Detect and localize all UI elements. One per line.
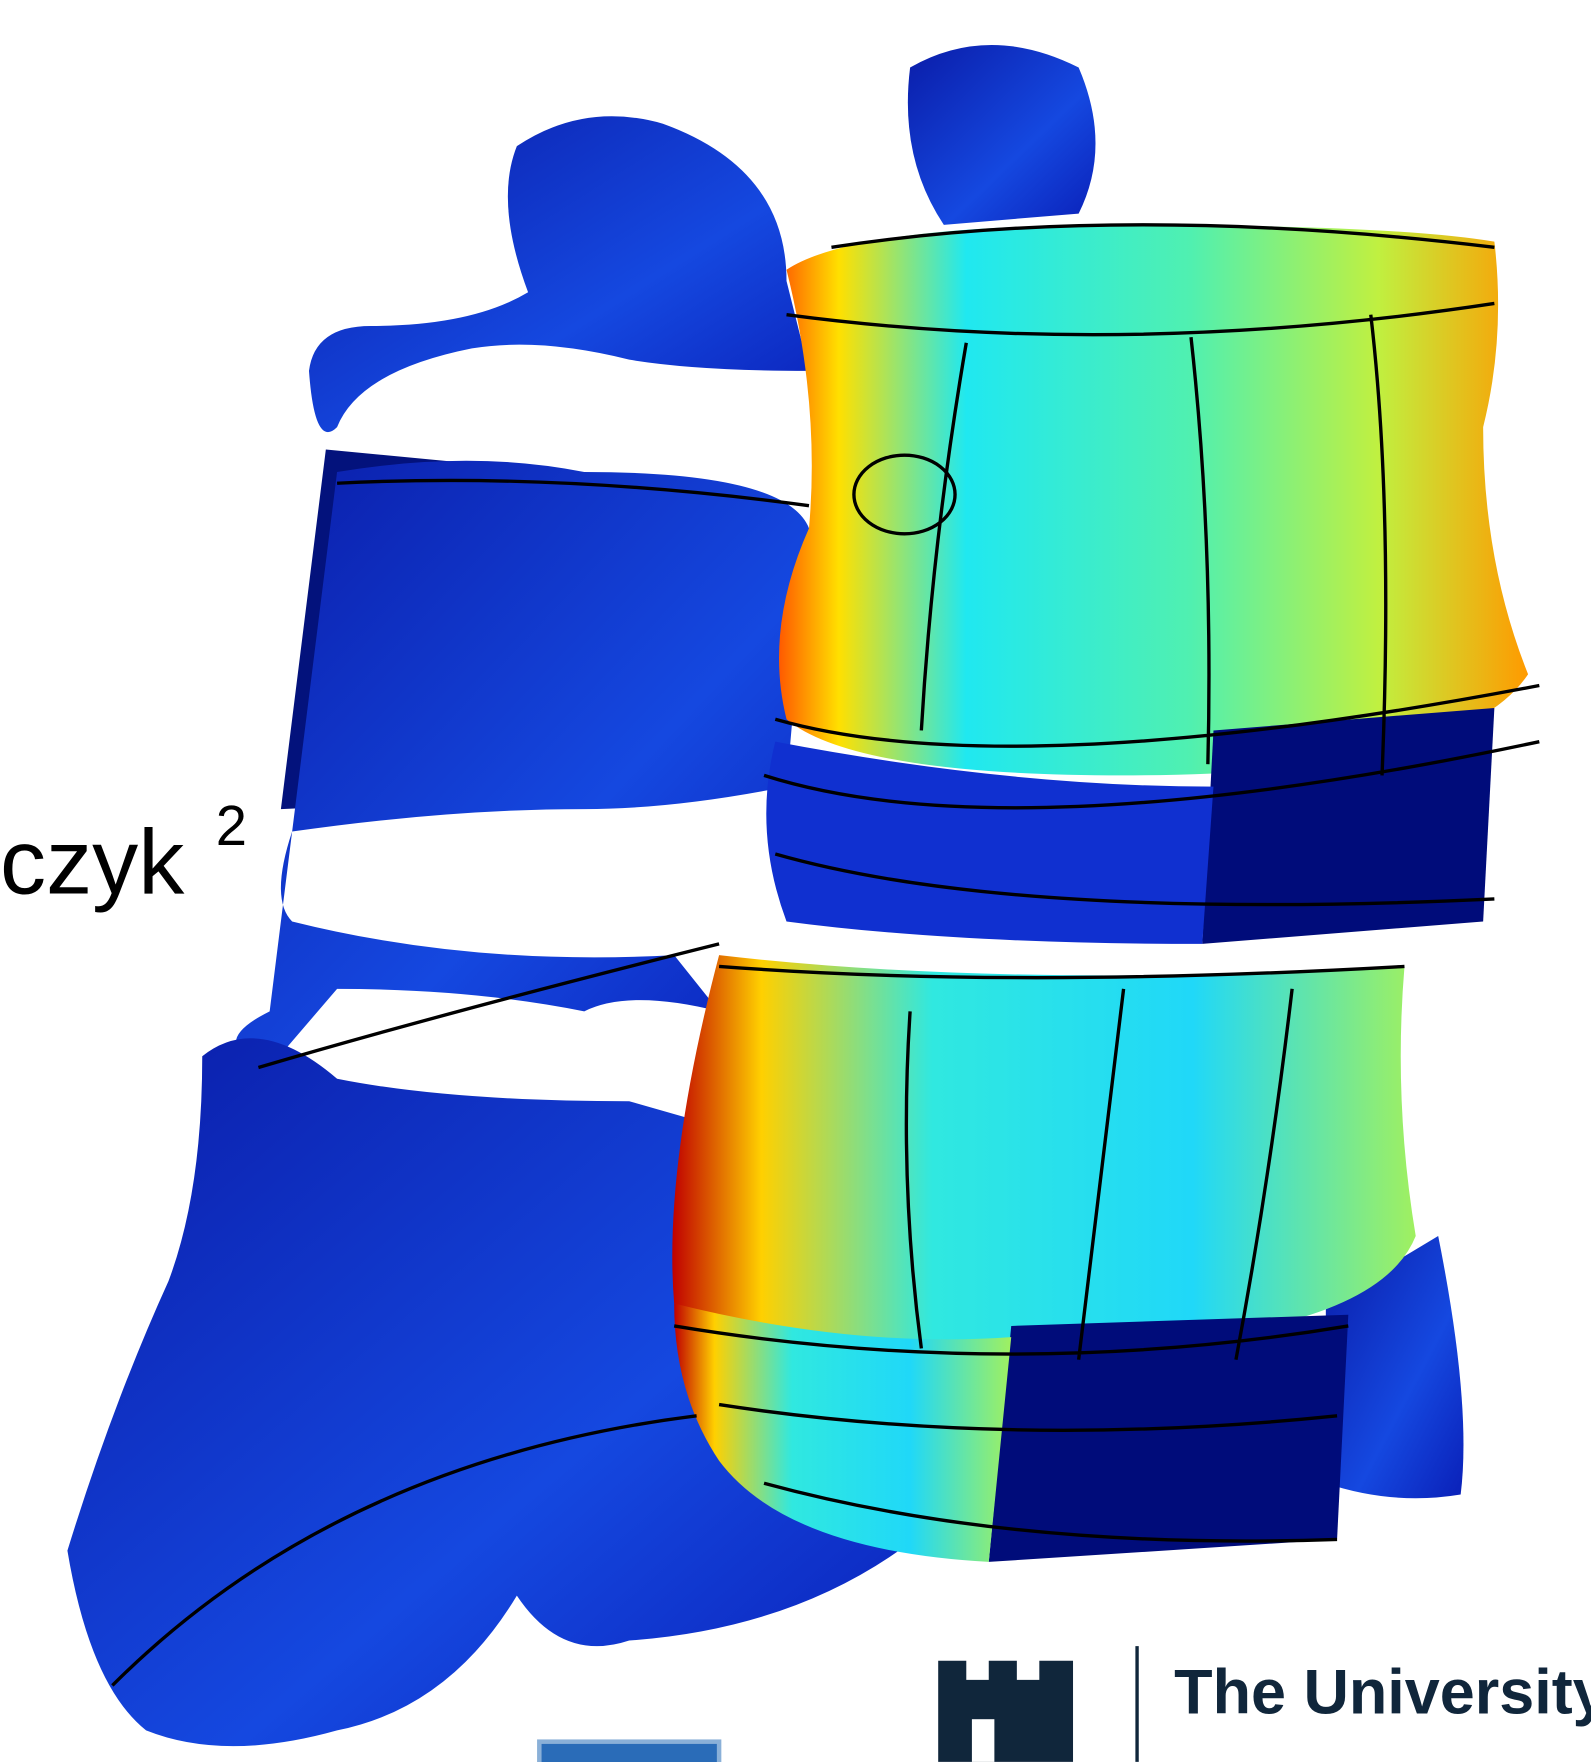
- disc: [1202, 707, 1495, 944]
- disc: [674, 1303, 1012, 1562]
- label: czyk: [0, 810, 185, 913]
- posterior-process: [308, 116, 809, 433]
- logo-gate: [971, 1719, 995, 1762]
- logo-icon: [938, 1660, 1074, 1762]
- logo-block: [537, 1739, 722, 1762]
- label-superscript: 2: [216, 794, 247, 857]
- posterior-process: [235, 460, 809, 1068]
- edge: [852, 453, 957, 536]
- edge: [111, 223, 1540, 1687]
- disc: [988, 1314, 1349, 1562]
- disc: [766, 741, 1214, 944]
- posterior-process: [907, 45, 1096, 225]
- vertebral-body: [779, 224, 1529, 776]
- posterior-process: [1325, 1236, 1464, 1499]
- vertebral-body: [672, 955, 1416, 1349]
- logo-name: The University: [1174, 1658, 1591, 1728]
